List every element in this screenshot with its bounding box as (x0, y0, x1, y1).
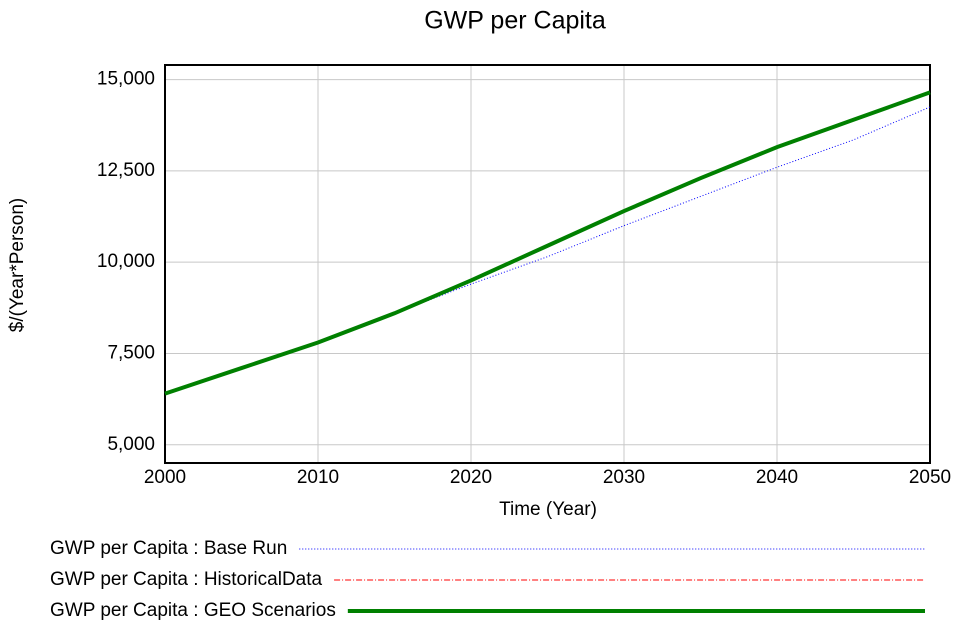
x-tick-label: 2040 (756, 467, 798, 488)
y-axis-label: $/(Year*Person) (7, 198, 28, 332)
y-tick-label: 10,000 (97, 251, 155, 272)
x-axis-label: Time (Year) (499, 499, 597, 520)
plot-frame (164, 64, 931, 464)
x-tick-label: 2050 (909, 467, 951, 488)
y-tick-label: 7,500 (107, 342, 155, 363)
y-tick-label: 5,000 (107, 434, 155, 455)
x-tick-label: 2020 (450, 467, 492, 488)
series-line (164, 90, 931, 396)
y-tick-label: 15,000 (97, 69, 155, 90)
legend-label: GWP per Capita : Base Run (50, 538, 287, 559)
legend-label: GWP per Capita : GEO Scenarios (50, 600, 336, 621)
series-line (164, 106, 931, 395)
x-tick-label: 2010 (297, 467, 339, 488)
x-tick-label: 2030 (603, 467, 645, 488)
legend-label: GWP per Capita : HistoricalData (50, 569, 323, 590)
y-tick-label: 12,500 (97, 160, 155, 181)
x-tick-label: 2000 (144, 467, 186, 488)
chart-title: GWP per Capita (424, 7, 606, 35)
